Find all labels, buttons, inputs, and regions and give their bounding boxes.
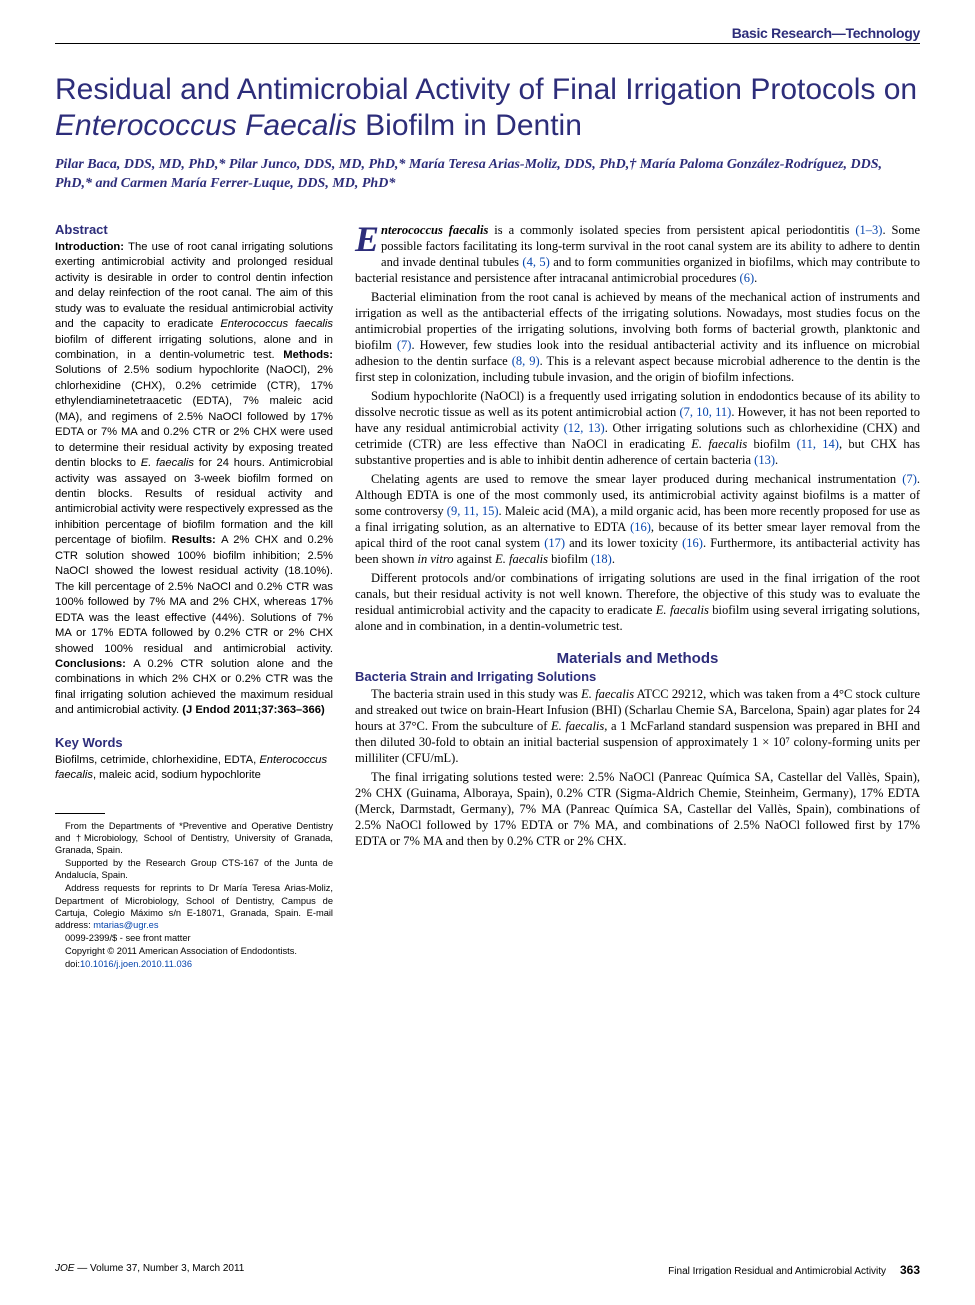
p1-italic1: nterococcus faecalis [381, 223, 488, 237]
p4-ref2[interactable]: (9, 11, 15) [447, 504, 499, 518]
abstract-methods2: for 24 hours. Antimicrobial activity was… [55, 457, 333, 546]
p1-d: . [754, 271, 757, 285]
intro-p5: Different protocols and/or combinations … [355, 570, 920, 634]
footer-volume: — Volume 37, Number 3, March 2011 [74, 1263, 244, 1274]
page-footer: JOE — Volume 37, Number 3, March 2011 Fi… [55, 1263, 920, 1277]
p3-ref1[interactable]: (7, 10, 11) [680, 405, 732, 419]
mm-p1: The bacteria strain used in this study w… [355, 686, 920, 766]
p4-italic1: in vitro [418, 552, 454, 566]
dropcap: E [355, 222, 381, 255]
affil-p1: From the Departments of *Preventive and … [55, 820, 333, 856]
content-wrapper: Abstract Introduction: The use of root c… [55, 222, 920, 971]
p2-ref2[interactable]: (8, 9) [512, 354, 540, 368]
keywords-pre: Biofilms, cetrimide, chlorhexidine, EDTA… [55, 754, 259, 766]
abstract-methods-italic: E. faecalis [141, 457, 194, 469]
footer-right: Final Irrigation Residual and Antimicrob… [668, 1263, 920, 1277]
p4-ref3[interactable]: (16) [630, 520, 651, 534]
title-italic: Enterococcus Faecalis [55, 109, 357, 142]
p4-ref6[interactable]: (18) [591, 552, 612, 566]
affiliation-divider [55, 813, 105, 814]
abstract-intro-italic: Enterococcus faecalis [220, 318, 333, 330]
p6-a: The bacteria strain used in this study w… [371, 687, 581, 701]
p4-ref1[interactable]: (7) [902, 472, 917, 486]
affil-doi-link[interactable]: 10.1016/j.joen.2010.11.036 [80, 959, 192, 969]
abstract-intro-label: Introduction: [55, 241, 128, 253]
p4-italic2: E. faecalis [495, 552, 548, 566]
abstract-body: Introduction: The use of root canal irri… [55, 240, 333, 719]
p1-ref1[interactable]: (1–3) [855, 223, 882, 237]
abstract-results-label: Results: [172, 534, 221, 546]
affil-p5: Copyright © 2011 American Association of… [55, 945, 333, 957]
p4-a: Chelating agents are used to remove the … [371, 472, 902, 486]
p1-ref2[interactable]: (4, 5) [522, 255, 549, 269]
p3-ref4[interactable]: (13) [754, 453, 775, 467]
intro-p4: Chelating agents are used to remove the … [355, 471, 920, 567]
article-title: Residual and Antimicrobial Activity of F… [55, 72, 920, 144]
abstract-intro: The use of root canal irrigating solutio… [55, 241, 333, 330]
intro-p2: Bacterial elimination from the root cana… [355, 289, 920, 385]
p2-ref1[interactable]: (7) [397, 338, 412, 352]
p4-i: . [612, 552, 615, 566]
affil-email-link[interactable]: mtarias@ugr.es [93, 920, 158, 930]
p3-ref3[interactable]: (11, 14) [797, 437, 839, 451]
header-bar: Basic Research—Technology [55, 25, 920, 44]
p3-italic1: E. faecalis [691, 437, 747, 451]
title-pre: Residual and Antimicrobial Activity of F… [55, 73, 917, 106]
title-post: Biofilm in Dentin [357, 109, 582, 142]
abstract-methods-label: Methods: [283, 349, 333, 361]
affil-doi-pre: doi: [65, 959, 80, 969]
affil-p6: doi:10.1016/j.joen.2010.11.036 [55, 958, 333, 970]
affil-p2: Supported by the Research Group CTS-167 … [55, 857, 333, 881]
footer-left: JOE — Volume 37, Number 3, March 2011 [55, 1263, 244, 1277]
p3-f: . [775, 453, 778, 467]
intro-p3: Sodium hypochlorite (NaOCl) is a frequen… [355, 388, 920, 468]
p6-italic2: E. faecalis [551, 719, 604, 733]
keywords-heading: Key Words [55, 735, 333, 750]
keywords-post: , maleic acid, sodium hypochlorite [93, 769, 261, 781]
keywords-body: Biofilms, cetrimide, chlorhexidine, EDTA… [55, 753, 333, 783]
mm-p2: The final irrigating solutions tested we… [355, 769, 920, 849]
abstract-heading: Abstract [55, 222, 333, 237]
p4-ref4[interactable]: (17) [544, 536, 565, 550]
p4-h: biofilm [548, 552, 591, 566]
p6-italic1: E. faecalis [581, 687, 634, 701]
materials-methods-heading: Materials and Methods [355, 650, 920, 667]
abstract-results: A 2% CHX and 0.2% CTR solution showed 10… [55, 534, 333, 654]
intro-p1: Enterococcus faecalis is a commonly isol… [355, 222, 920, 286]
authors-list: Pilar Baca, DDS, MD, PhD,* Pilar Junco, … [55, 156, 920, 194]
bacteria-subsection-heading: Bacteria Strain and Irrigating Solutions [355, 669, 920, 684]
left-column: Abstract Introduction: The use of root c… [55, 222, 333, 971]
p1-ref3[interactable]: (6) [740, 271, 755, 285]
affil-p3: Address requests for reprints to Dr Marí… [55, 882, 333, 930]
abstract-conclusions-label: Conclusions: [55, 658, 133, 670]
affil-p4: 0099-2399/$ - see front matter [55, 932, 333, 944]
right-column: Enterococcus faecalis is a commonly isol… [355, 222, 920, 971]
p3-d: biofilm [747, 437, 796, 451]
section-label: Basic Research—Technology [55, 25, 920, 41]
footer-running-title: Final Irrigation Residual and Antimicrob… [668, 1266, 886, 1277]
p1-a: is a commonly isolated species from pers… [488, 223, 855, 237]
abstract-methods: Solutions of 2.5% sodium hypochlorite (N… [55, 364, 333, 469]
p3-ref2[interactable]: (12, 13) [564, 421, 605, 435]
abstract-citation: (J Endod 2011;37:363–366) [182, 704, 324, 716]
footer-journal: JOE [55, 1263, 74, 1274]
p4-g: against [454, 552, 496, 566]
p4-e: and its lower toxicity [565, 536, 682, 550]
p5-italic1: E. faecalis [656, 603, 709, 617]
affiliations: From the Departments of *Preventive and … [55, 820, 333, 970]
p4-ref5[interactable]: (16) [682, 536, 703, 550]
footer-page-number: 363 [900, 1263, 920, 1277]
